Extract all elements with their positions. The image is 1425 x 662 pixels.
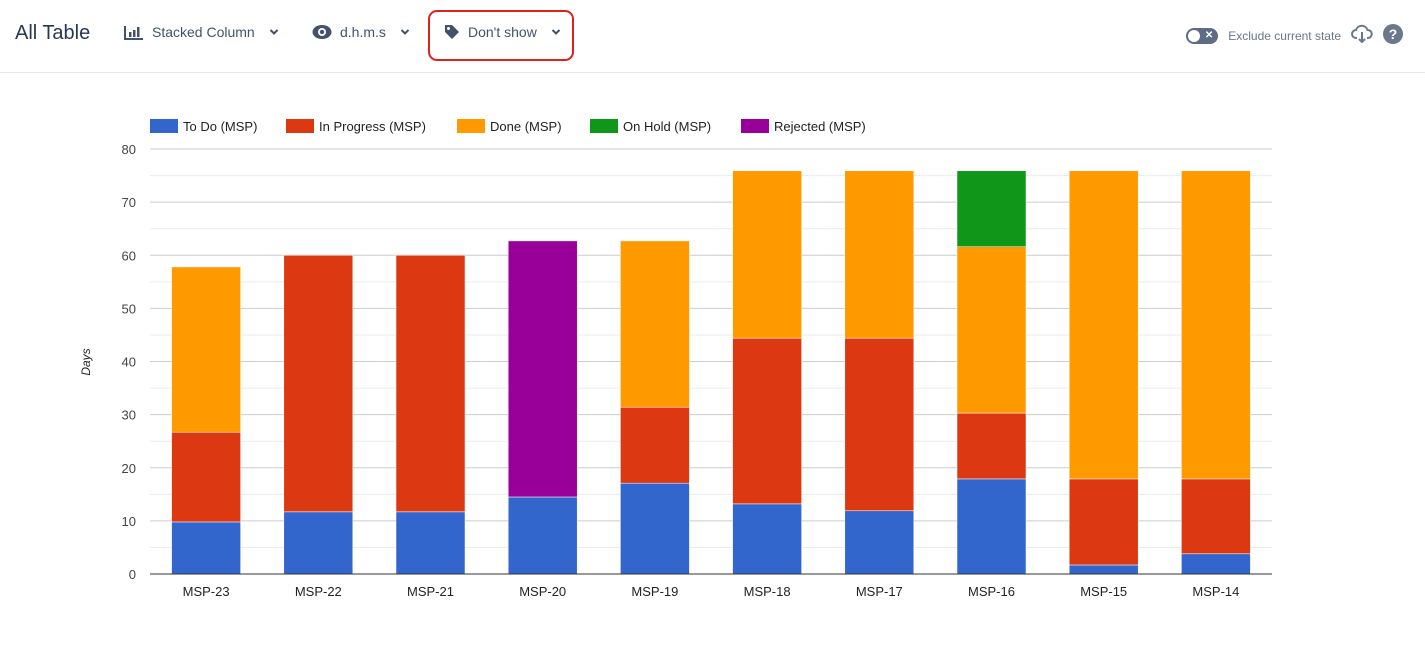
legend-label: Rejected (MSP) — [774, 119, 866, 134]
x-tick-label: MSP-16 — [968, 584, 1015, 599]
x-tick-label: MSP-23 — [183, 584, 230, 599]
toolbar: All Table Stacked Column d.h.m.s Don't s… — [0, 0, 1425, 73]
bar-segment — [507, 496, 578, 575]
bar-segment — [1181, 170, 1251, 480]
page-title: All Table — [15, 22, 91, 44]
bar-segment — [844, 337, 915, 512]
bar-segment — [732, 503, 802, 575]
bar-segment — [732, 337, 802, 505]
x-tick-label: MSP-21 — [407, 584, 454, 599]
y-tick-label: 60 — [122, 248, 136, 263]
help-icon[interactable]: ? — [1383, 24, 1403, 47]
bar-segment — [171, 431, 241, 523]
eye-icon — [312, 24, 332, 40]
legend-swatch — [457, 119, 485, 133]
x-tick-label: MSP-22 — [295, 584, 342, 599]
bar-chart-icon — [124, 24, 144, 40]
cloud-download-icon[interactable] — [1351, 24, 1373, 47]
legend-swatch — [150, 119, 178, 133]
tag-icon — [444, 24, 460, 40]
x-tick-label: MSP-20 — [519, 584, 566, 599]
bar-segment — [732, 170, 802, 339]
time-format-label: d.h.m.s — [340, 24, 386, 40]
label-option-label: Don't show — [468, 24, 537, 40]
bar-segment — [956, 478, 1027, 575]
y-axis-label: Days — [79, 348, 93, 375]
bar-segment — [620, 482, 690, 575]
bar-segment — [1068, 170, 1139, 480]
y-tick-label: 30 — [122, 408, 136, 423]
bar-segment — [395, 255, 466, 513]
bar-segment — [844, 510, 915, 575]
bar-segment — [620, 406, 690, 484]
bar-segment — [1068, 564, 1139, 575]
y-tick-label: 80 — [122, 142, 136, 157]
highlight-frame — [428, 10, 574, 61]
x-tick-label: MSP-17 — [856, 584, 903, 599]
legend-swatch — [590, 119, 618, 133]
y-tick-label: 20 — [122, 461, 136, 476]
svg-text:?: ? — [1389, 26, 1398, 42]
chevron-down-icon — [551, 28, 561, 36]
chevron-down-icon — [269, 28, 279, 36]
bar-segment — [283, 255, 354, 513]
exclude-current-state-label: Exclude current state — [1228, 28, 1341, 43]
chevron-down-icon — [400, 28, 410, 36]
bar-segment — [507, 240, 578, 498]
y-tick-label: 40 — [122, 355, 136, 370]
bar-segment — [395, 511, 466, 575]
legend-label: Done (MSP) — [490, 119, 562, 134]
x-tick-label: MSP-18 — [744, 584, 791, 599]
time-format-dropdown[interactable]: d.h.m.s — [312, 24, 410, 40]
bar-segment — [171, 266, 241, 433]
label-option-dropdown[interactable]: Don't show — [444, 24, 561, 40]
bar-segment — [956, 412, 1027, 480]
y-tick-label: 10 — [122, 514, 136, 529]
y-tick-label: 0 — [129, 567, 136, 582]
chart-type-label: Stacked Column — [152, 24, 255, 40]
chart-type-dropdown[interactable]: Stacked Column — [124, 24, 279, 40]
bar-segment — [956, 170, 1027, 247]
exclude-current-state-toggle[interactable]: ✕ — [1186, 27, 1219, 44]
close-icon: ✕ — [1204, 29, 1214, 41]
x-tick-label: MSP-15 — [1080, 584, 1127, 599]
bar-segment — [171, 521, 241, 575]
bar-segment — [620, 240, 690, 408]
y-tick-label: 70 — [122, 195, 136, 210]
bar-segment — [844, 170, 915, 339]
x-tick-label: MSP-14 — [1192, 584, 1239, 599]
legend-label: On Hold (MSP) — [623, 119, 711, 134]
bar-segment — [1068, 478, 1139, 566]
legend-label: In Progress (MSP) — [319, 119, 426, 134]
bar-segment — [1181, 478, 1251, 555]
legend-swatch — [286, 119, 314, 133]
legend-label: To Do (MSP) — [183, 119, 257, 134]
bar-segment — [283, 511, 354, 575]
legend-swatch — [741, 119, 769, 133]
x-tick-label: MSP-19 — [631, 584, 678, 599]
bar-segment — [1181, 553, 1251, 575]
bar-segment — [956, 246, 1027, 414]
y-tick-label: 50 — [122, 301, 136, 316]
